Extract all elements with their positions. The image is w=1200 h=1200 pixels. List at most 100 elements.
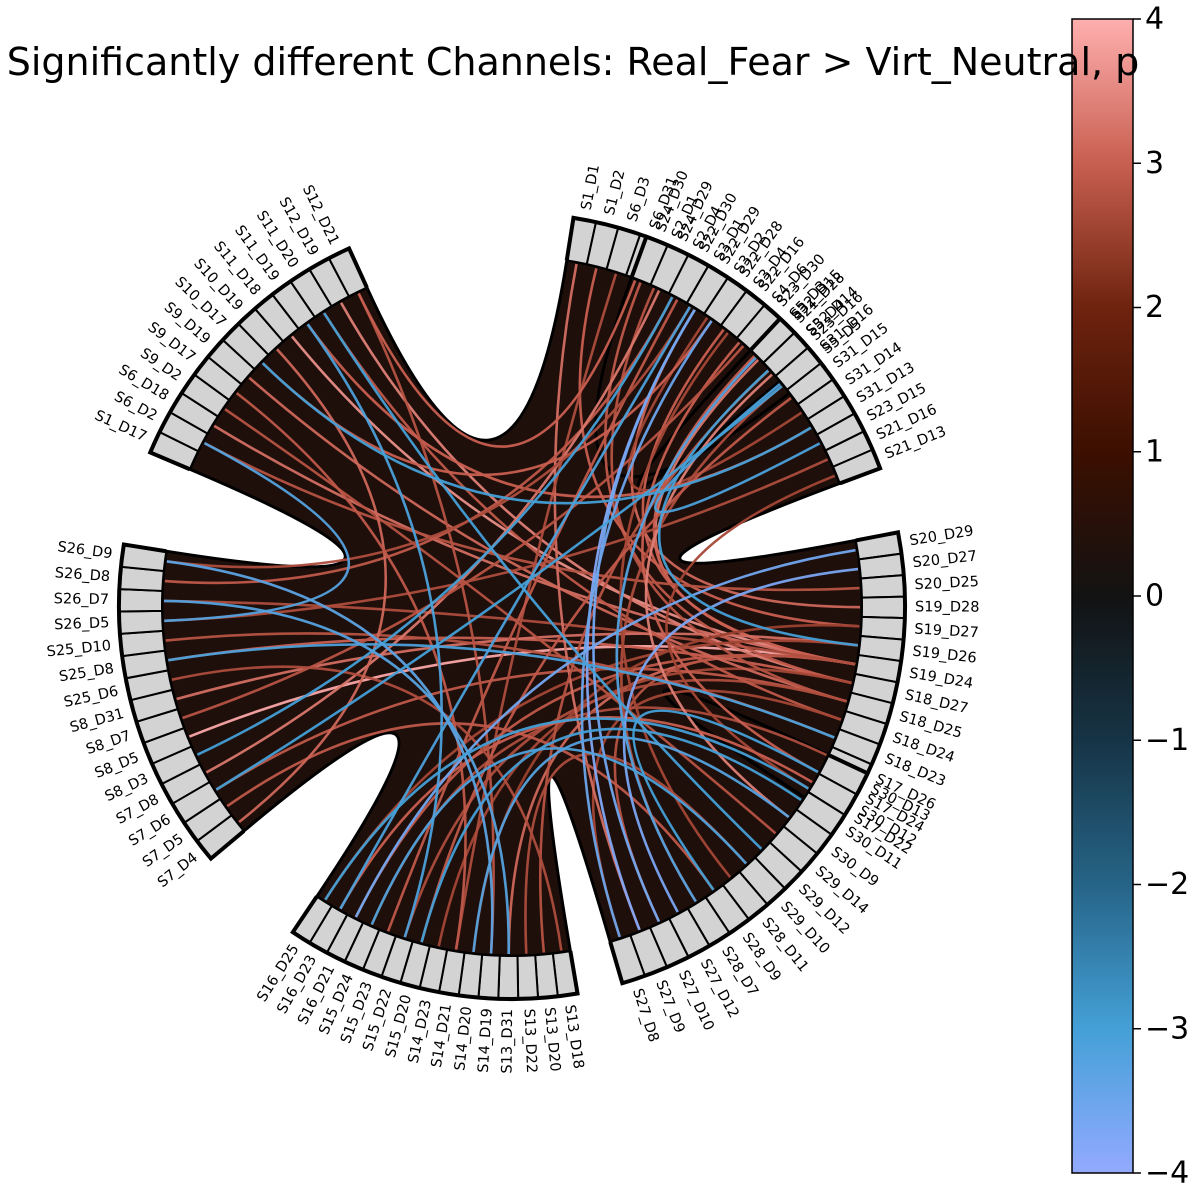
segment-group-border	[608, 753, 871, 986]
channel-segment	[118, 609, 164, 635]
chord-link	[323, 312, 763, 850]
channel-segment	[117, 588, 164, 613]
channel-label: S14_D20	[452, 1006, 475, 1072]
chord-link	[248, 376, 848, 703]
chord-link	[665, 474, 836, 790]
channel-segment	[859, 573, 906, 599]
channel-label: S6_D3	[625, 175, 654, 224]
channel-segment	[118, 629, 166, 658]
colorbar-tick-label: 1	[1145, 434, 1164, 469]
chord-link	[357, 280, 637, 448]
channel-label: S20_D25	[914, 574, 979, 593]
chord-link	[403, 678, 848, 938]
segment-group-border	[147, 245, 369, 472]
chart-title: Significantly different Channels: Real_F…	[6, 40, 1140, 84]
chord-links	[163, 263, 861, 955]
chord-link	[224, 408, 777, 835]
channel-label: S13_D22	[521, 1008, 540, 1073]
chord-labels: S1_D1S1_D2S6_D3S6_D31S2_D1S2_D4S3_D1S3_D…	[46, 163, 980, 1073]
chord-link	[472, 735, 790, 953]
channel-label: S1_D2	[602, 168, 629, 217]
channel-label: S19_D27	[914, 622, 979, 642]
chord-link	[524, 752, 748, 954]
chord-link	[235, 392, 467, 950]
chord-link	[261, 362, 812, 505]
chord-link	[164, 441, 351, 623]
chord-link	[215, 385, 783, 791]
chord-link	[339, 716, 813, 910]
chord-link	[615, 356, 757, 903]
chord-link	[213, 424, 856, 666]
channel-segment	[497, 954, 520, 1000]
chord-link	[168, 643, 835, 739]
chord-link	[386, 299, 679, 932]
chord-link	[657, 369, 858, 647]
segment-group-border	[290, 895, 580, 1001]
chord-link	[610, 287, 848, 703]
chord-link	[357, 293, 495, 954]
chord-link	[578, 268, 860, 628]
channel-label: S14_D19	[476, 1008, 496, 1073]
chord-link	[354, 548, 856, 918]
chord-link	[182, 345, 745, 720]
channel-label: S13_D20	[541, 1007, 563, 1073]
colorbar-tick-label: 4	[1145, 2, 1164, 37]
chord-link	[163, 599, 856, 666]
channel-label: S26_D8	[54, 565, 110, 585]
channel-label: S25_D10	[46, 638, 112, 660]
colorbar-gradient	[1071, 18, 1134, 1174]
channel-label: S20_D29	[909, 523, 975, 549]
chord-link	[652, 355, 856, 666]
colorbar-tick-label: −3	[1145, 1011, 1189, 1046]
channel-label: S19_D26	[911, 644, 977, 667]
channel-label: S25_D8	[58, 661, 115, 685]
colorbar-tick-label: −2	[1145, 867, 1189, 902]
channel-label: S19_D28	[915, 599, 980, 615]
chord-link	[196, 296, 674, 756]
chord-link	[622, 567, 859, 913]
channel-label: S14_D21	[429, 1003, 455, 1069]
channel-label: S26_D9	[56, 539, 113, 562]
chord-link	[324, 717, 809, 901]
chord-link	[163, 599, 511, 955]
chord-link	[339, 302, 852, 685]
channel-label: S1_D1	[579, 163, 603, 211]
chord-link	[306, 323, 443, 938]
channel-label: S20_D27	[912, 548, 978, 571]
colorbar-tick-label: −4	[1145, 1156, 1189, 1191]
colorbar: 4 3 2 1 0 −1 −2 −3 −4	[1071, 2, 1189, 1191]
channel-segment	[516, 954, 540, 1000]
chord-link	[370, 747, 748, 926]
channel-label: S13_D18	[561, 1004, 586, 1070]
chord-link	[553, 263, 641, 931]
channel-label: S13_D31	[499, 1009, 516, 1074]
segment-group-6	[290, 895, 580, 1001]
colorbar-tick-label: 2	[1145, 290, 1164, 325]
chord-link	[290, 335, 856, 666]
segment-group-border	[117, 542, 246, 862]
colorbar-tick-label: −1	[1145, 723, 1189, 758]
chord-link	[644, 373, 790, 819]
chord-link	[339, 306, 692, 910]
chord-link	[164, 458, 829, 623]
segment-group-border	[749, 315, 883, 486]
chord-link	[215, 667, 848, 791]
chord-link	[592, 309, 696, 923]
segment-group-7	[117, 542, 246, 862]
channel-label: S26_D5	[54, 615, 110, 633]
colorbar-tick-label: 0	[1145, 579, 1164, 614]
chord-link	[420, 727, 802, 943]
chord-link	[176, 632, 858, 701]
chord-link	[632, 709, 819, 891]
segment-group-8	[147, 245, 369, 472]
chord-diagram: S1_D1S1_D2S6_D3S6_D31S2_D1S2_D4S3_D1S3_D…	[46, 163, 980, 1073]
chord-link	[420, 397, 792, 943]
segment-group-3	[749, 315, 883, 486]
chord-link	[627, 317, 803, 492]
chord-segments	[117, 215, 907, 1001]
colorbar-tick-label: 3	[1145, 146, 1164, 181]
channel-label: S26_D7	[54, 591, 110, 608]
segment-group-5	[608, 753, 871, 986]
chord-link	[203, 441, 860, 592]
